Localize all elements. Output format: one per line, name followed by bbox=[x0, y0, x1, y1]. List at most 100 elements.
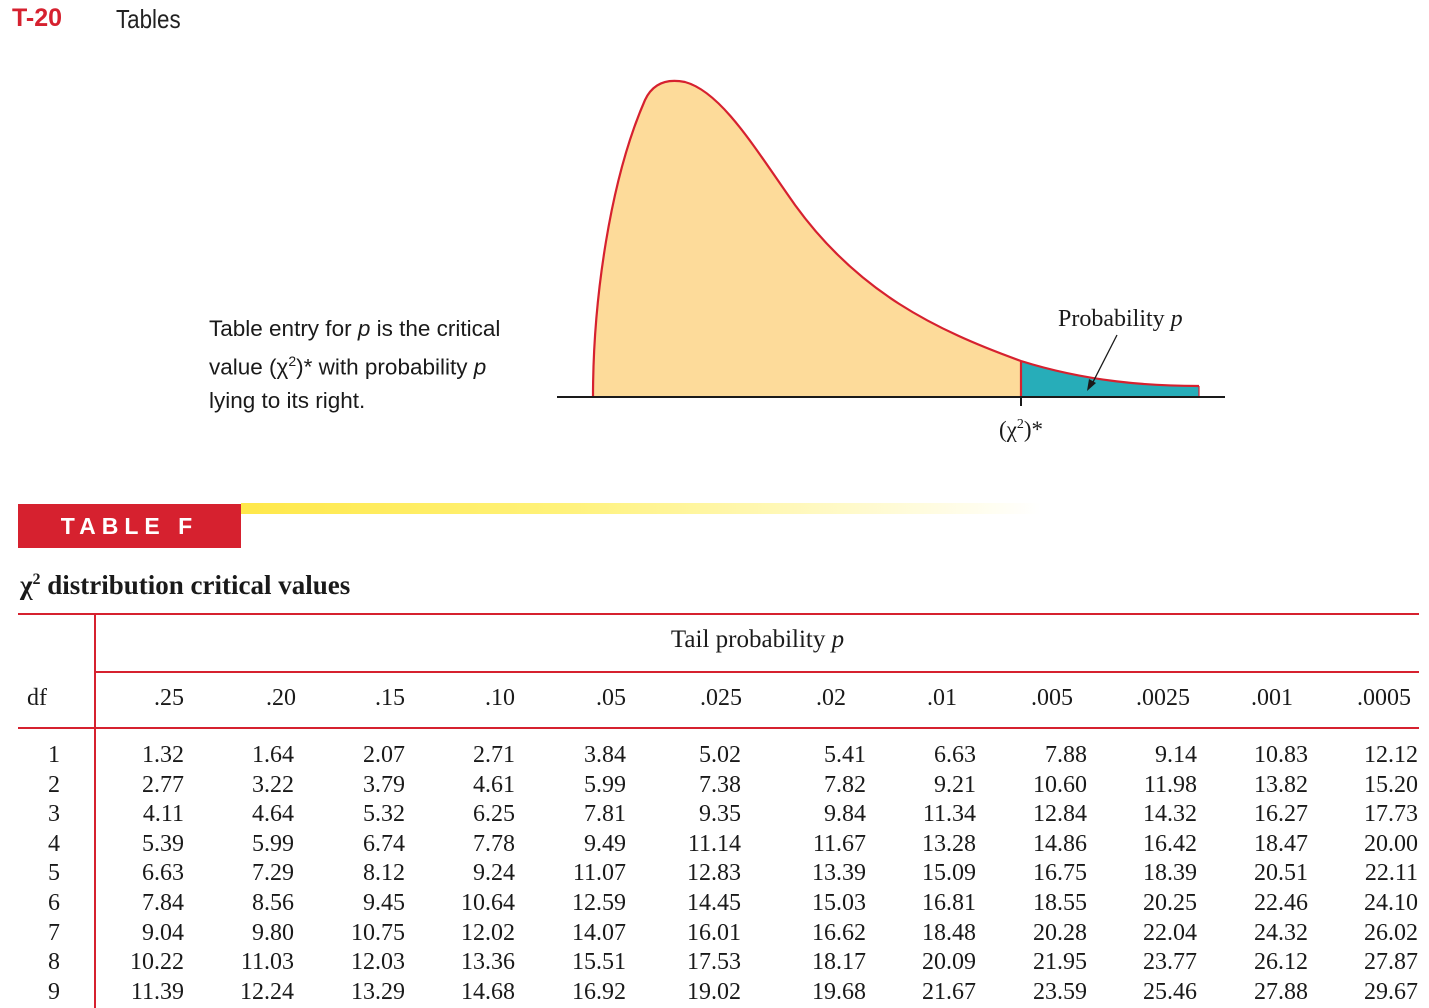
table-title: χ2 distribution critical values bbox=[20, 570, 350, 601]
table-cell: 11.39 bbox=[130, 979, 184, 1005]
table-cell: 9.14 bbox=[1155, 742, 1197, 768]
density-tail-fill bbox=[1021, 361, 1199, 397]
table-cell: 5.41 bbox=[824, 742, 866, 768]
table-cell: 1.64 bbox=[252, 742, 294, 768]
df-cell: 8 bbox=[48, 949, 60, 975]
table-cell: 22.46 bbox=[1254, 890, 1308, 916]
table-cell: 14.86 bbox=[1033, 831, 1087, 857]
table-cell: 23.59 bbox=[1033, 979, 1087, 1005]
table-cell: 18.48 bbox=[922, 920, 976, 946]
span-var: p bbox=[831, 626, 845, 653]
probability-label: Probability p bbox=[1058, 306, 1183, 332]
table-cell: 11.07 bbox=[572, 860, 626, 886]
span-label: Tail probability bbox=[670, 626, 832, 653]
table-cell: 14.32 bbox=[1143, 801, 1197, 827]
table-cell: 4.64 bbox=[252, 801, 294, 827]
table-cell: 18.17 bbox=[812, 949, 866, 975]
df-cell: 6 bbox=[48, 890, 60, 916]
table-cell: 9.84 bbox=[824, 801, 866, 827]
title-sup: 2 bbox=[32, 571, 41, 588]
table-cell: 7.84 bbox=[142, 890, 184, 916]
table-cell: 12.84 bbox=[1033, 801, 1087, 827]
column-header: .0005 bbox=[1357, 685, 1411, 711]
table-rule-top bbox=[18, 613, 1419, 615]
caption-part-3: )* with probability bbox=[296, 354, 474, 380]
banner-highlight-strip bbox=[241, 503, 1041, 514]
table-rule-middle bbox=[96, 671, 1419, 673]
table-cell: 14.45 bbox=[687, 890, 741, 916]
table-cell: 1.32 bbox=[142, 742, 184, 768]
table-cell: 16.92 bbox=[572, 979, 626, 1005]
probability-var: p bbox=[1169, 306, 1183, 332]
table-cell: 20.09 bbox=[922, 949, 976, 975]
table-cell: 13.36 bbox=[461, 949, 515, 975]
table-cell: 24.32 bbox=[1254, 920, 1308, 946]
table-cell: 16.75 bbox=[1033, 860, 1087, 886]
critical-value-label: (χ2)* bbox=[999, 417, 1043, 442]
column-header: .20 bbox=[266, 685, 296, 711]
table-cell: 16.62 bbox=[812, 920, 866, 946]
table-cell: 3.79 bbox=[363, 772, 405, 798]
table-cell: 21.95 bbox=[1033, 949, 1087, 975]
table-cell: 10.75 bbox=[351, 920, 405, 946]
caption-sup: 2 bbox=[288, 353, 297, 369]
table-cell: 18.39 bbox=[1143, 860, 1197, 886]
caption-p-var-2: p bbox=[473, 354, 487, 380]
table-cell: 20.51 bbox=[1254, 860, 1308, 886]
table-cell: 16.01 bbox=[687, 920, 741, 946]
density-curve bbox=[591, 79, 1200, 398]
table-cell: 16.42 bbox=[1143, 831, 1197, 857]
column-header: .001 bbox=[1251, 685, 1293, 711]
table-cell: 17.53 bbox=[687, 949, 741, 975]
table-cell: 20.28 bbox=[1033, 920, 1087, 946]
table-cell: 16.81 bbox=[922, 890, 976, 916]
table-cell: 13.28 bbox=[922, 831, 976, 857]
table-banner: TABLE F bbox=[18, 504, 241, 548]
chi-square-density-figure: Probability p (χ2)* bbox=[557, 79, 1225, 442]
table-cell: 24.10 bbox=[1364, 890, 1418, 916]
column-header: .05 bbox=[596, 685, 626, 711]
table-cell: 12.03 bbox=[351, 949, 405, 975]
table-cell: 9.24 bbox=[473, 860, 515, 886]
table-rule-vertical bbox=[94, 614, 96, 1008]
table-cell: 9.35 bbox=[699, 801, 741, 827]
table-cell: 6.63 bbox=[142, 860, 184, 886]
column-header: .10 bbox=[485, 685, 515, 711]
table-cell: 25.46 bbox=[1143, 979, 1197, 1005]
df-cell: 1 bbox=[48, 742, 60, 768]
table-cell: 14.68 bbox=[461, 979, 515, 1005]
df-cell: 2 bbox=[48, 772, 60, 798]
table-cell: 9.49 bbox=[584, 831, 626, 857]
table-cell: 17.73 bbox=[1364, 801, 1418, 827]
column-header: .005 bbox=[1031, 685, 1073, 711]
caption-p-var: p bbox=[357, 316, 371, 341]
table-cell: 27.87 bbox=[1364, 949, 1418, 975]
critical-sup: 2 bbox=[1017, 417, 1024, 432]
table-cell: 15.03 bbox=[812, 890, 866, 916]
column-header: .0025 bbox=[1136, 685, 1190, 711]
table-cell: 10.83 bbox=[1254, 742, 1308, 768]
table-cell: 5.02 bbox=[699, 742, 741, 768]
table-cell: 19.02 bbox=[687, 979, 741, 1005]
table-cell: 6.74 bbox=[363, 831, 405, 857]
table-cell: 10.22 bbox=[130, 949, 184, 975]
table-cell: 14.07 bbox=[572, 920, 626, 946]
pointer-arrowhead bbox=[1087, 379, 1096, 391]
table-cell: 7.82 bbox=[824, 772, 866, 798]
table-cell: 6.63 bbox=[934, 742, 976, 768]
table-cell: 15.09 bbox=[922, 860, 976, 886]
caption-part-1: Table entry for bbox=[209, 316, 358, 341]
column-header: .025 bbox=[700, 685, 742, 711]
table-cell: 22.11 bbox=[1364, 860, 1418, 886]
table-cell: 6.25 bbox=[473, 801, 515, 827]
table-cell: 11.34 bbox=[922, 801, 976, 827]
table-cell: 5.99 bbox=[252, 831, 294, 857]
table-cell: 21.67 bbox=[922, 979, 976, 1005]
table-cell: 15.20 bbox=[1364, 772, 1418, 798]
table-cell: 29.67 bbox=[1364, 979, 1418, 1005]
tail-probability-header: Tail probability p bbox=[96, 626, 1419, 654]
table-cell: 12.24 bbox=[240, 979, 294, 1005]
table-cell: 5.39 bbox=[142, 831, 184, 857]
table-cell: 3.22 bbox=[252, 772, 294, 798]
table-cell: 2.07 bbox=[363, 742, 405, 768]
